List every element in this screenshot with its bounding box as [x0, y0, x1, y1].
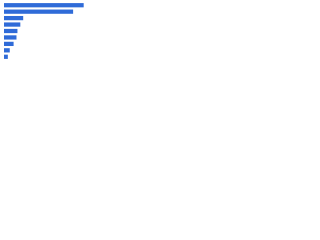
bar [4, 35, 17, 40]
bar [4, 22, 21, 27]
bar [4, 48, 10, 53]
bar [4, 9, 74, 14]
bar [4, 28, 18, 34]
bar [4, 3, 84, 8]
chart [0, 0, 100, 71]
bar [4, 41, 14, 47]
bar [4, 15, 24, 21]
bar [4, 54, 8, 59]
